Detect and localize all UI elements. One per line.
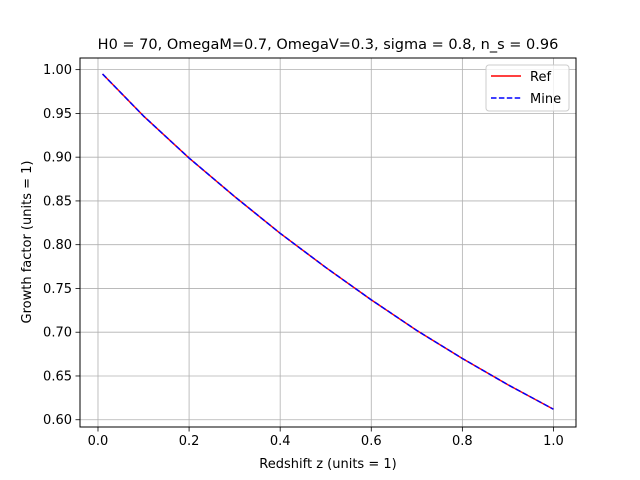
y-tick-label: 0.90 [43, 151, 72, 166]
y-axis-label: Growth factor (units = 1) [20, 161, 35, 324]
legend-label-mine: Mine [530, 92, 561, 107]
y-tick-label: 0.65 [43, 369, 72, 384]
chart-title: H0 = 70, OmegaM=0.7, OmegaV=0.3, sigma =… [98, 37, 559, 53]
x-tick-label: 0.0 [88, 434, 109, 449]
y-tick-label: 0.80 [43, 238, 72, 253]
series-line-mine [102, 73, 554, 410]
x-tick-label: 0.6 [361, 434, 382, 449]
y-axis-ticks: 0.60 0.65 0.70 0.75 0.80 0.85 0.90 0.95 1.00 [43, 63, 80, 428]
legend: Ref Mine [485, 64, 570, 112]
y-tick-label: 0.95 [43, 107, 72, 122]
x-axis-ticks: 0.0 0.2 0.4 0.6 0.8 1.0 [88, 427, 564, 449]
x-tick-label: 0.8 [452, 434, 473, 449]
y-tick-label: 1.00 [43, 63, 72, 78]
y-tick-label: 0.85 [43, 194, 72, 209]
y-tick-label: 0.60 [43, 413, 72, 428]
x-tick-label: 0.4 [270, 434, 291, 449]
plot-frame [79, 57, 577, 428]
series-lines [102, 73, 554, 410]
y-tick-label: 0.75 [43, 282, 72, 297]
x-axis-label: Redshift z (units = 1) [259, 457, 396, 472]
x-tick-label: 0.2 [179, 434, 200, 449]
y-tick-label: 0.70 [43, 326, 72, 341]
grid [80, 58, 576, 427]
x-tick-label: 1.0 [543, 434, 564, 449]
legend-label-ref: Ref [530, 70, 551, 85]
